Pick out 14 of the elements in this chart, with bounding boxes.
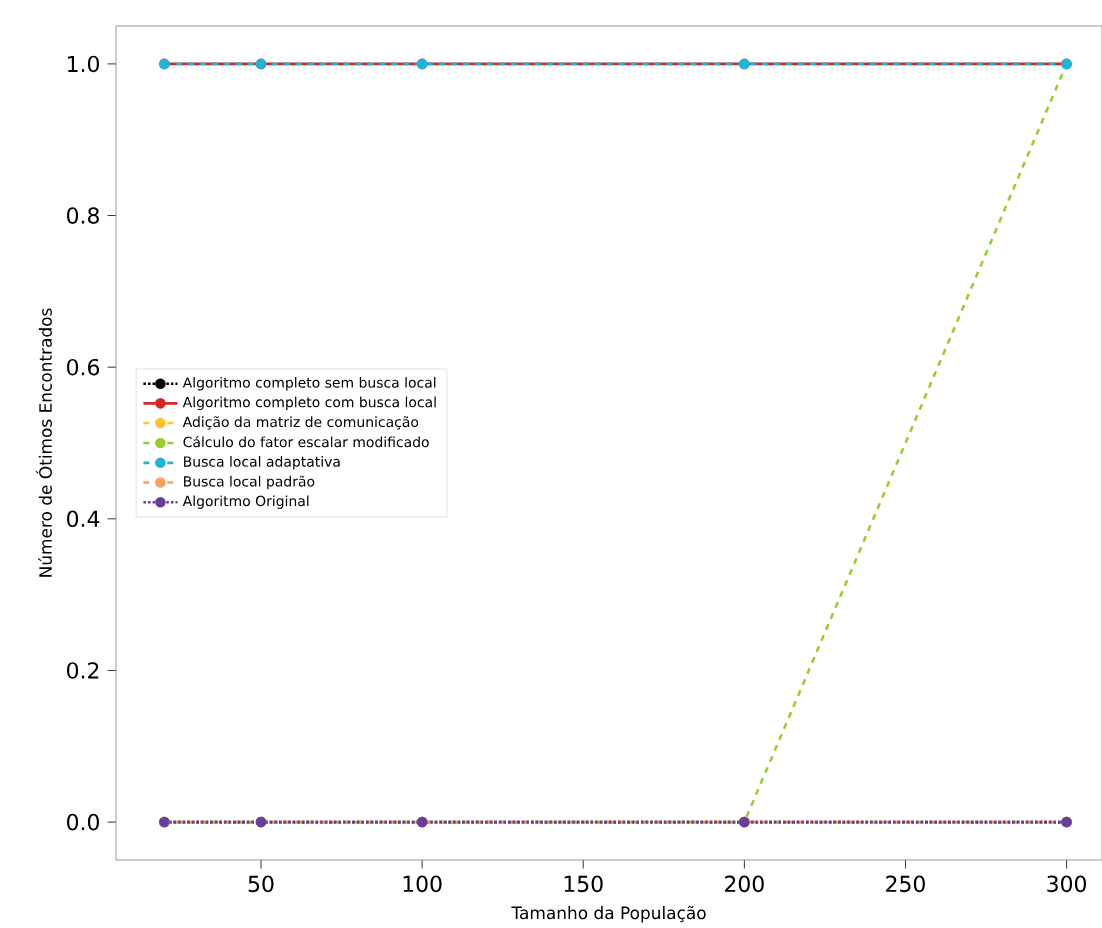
y-tick-label: 0.0 [67,813,99,831]
y-tick-label: 0.8 [67,207,99,224]
x-axis-title: Tamanho da População [511,905,706,923]
x-tick-label: 300 [1047,875,1086,893]
y-tick-label: 0.6 [67,358,100,376]
x-tick-label: 200 [725,875,764,893]
y-axis-title: Número de Ótimos Encontrados [35,308,52,577]
x-tick-label: 100 [403,875,442,893]
y-tick-label: 0.2 [67,662,99,679]
x-tick-label: 50 [248,875,274,893]
x-tick-label: 150 [564,875,603,893]
y-tick-label: 1.0 [68,55,99,73]
y-tick-label: 0.4 [67,510,100,528]
x-tick-label: 250 [886,875,925,893]
